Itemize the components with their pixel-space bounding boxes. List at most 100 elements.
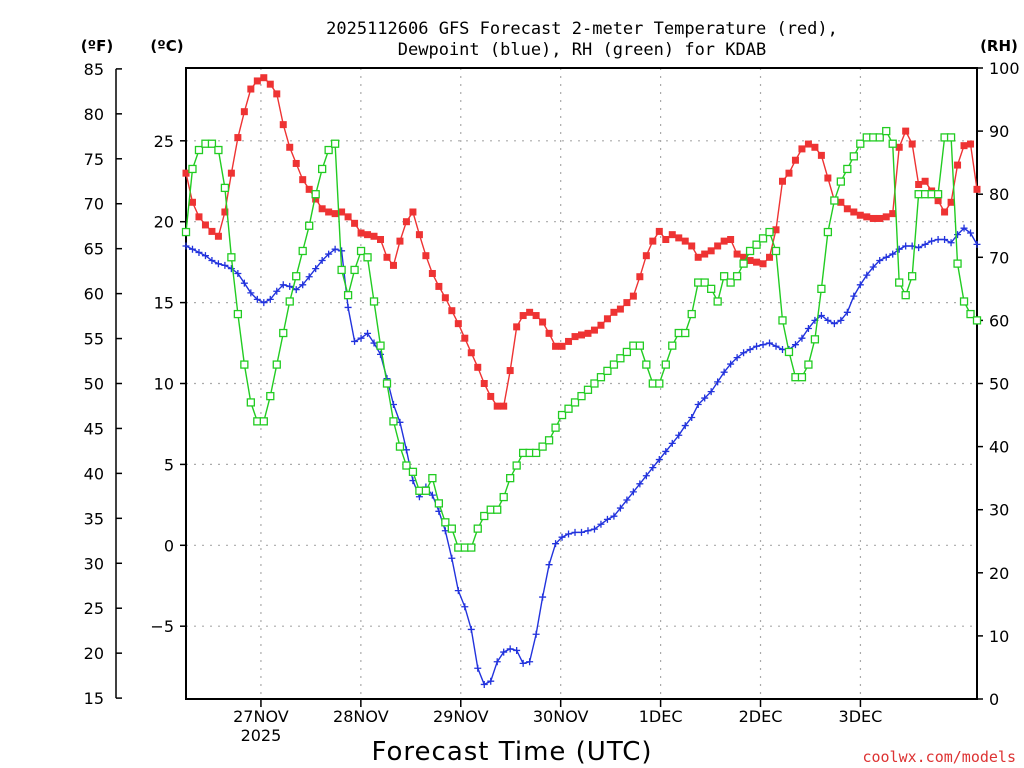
rh-point — [246, 398, 255, 407]
temperature-point — [869, 214, 877, 222]
temperature-point — [571, 333, 579, 341]
rh-point — [810, 335, 820, 344]
rh-point — [266, 391, 275, 401]
dewpoint-point — [766, 339, 774, 347]
dewpoint-point — [182, 242, 190, 250]
rh-point — [933, 190, 943, 199]
rh-point — [447, 524, 456, 533]
temperature-point — [947, 198, 955, 206]
dewpoint-point — [500, 648, 508, 656]
temperature-point — [590, 326, 598, 334]
dewpoint-point — [623, 496, 631, 504]
temperature-point — [642, 252, 650, 260]
temperature-point — [318, 205, 326, 213]
temperature-point — [798, 145, 806, 153]
fahrenheit-tick-label: 55 — [84, 330, 104, 349]
temperature-point — [791, 156, 799, 164]
rh-point — [551, 423, 560, 432]
temperature-point — [221, 208, 229, 216]
dewpoint-point — [675, 431, 683, 439]
series-line — [185, 129, 978, 549]
rh-point — [739, 259, 748, 268]
rh-point — [726, 278, 735, 287]
dewpoint-point — [856, 281, 864, 289]
temperature-point — [331, 210, 339, 218]
dewpoint-point — [279, 281, 287, 289]
rh-point — [324, 145, 333, 155]
temperature-point — [811, 143, 819, 151]
rh-point — [616, 354, 625, 363]
rh-point — [765, 227, 774, 237]
temperature-point — [837, 198, 845, 206]
dewpoint-point — [402, 446, 410, 454]
dewpoint-point — [338, 247, 346, 255]
dewpoint-point — [539, 593, 547, 601]
rh-point — [583, 385, 593, 394]
temperature-point — [201, 221, 209, 229]
temperature-point — [915, 180, 923, 188]
dewpoint-point — [526, 658, 534, 666]
temperature-point — [707, 247, 715, 255]
fahrenheit-tick-label: 35 — [84, 509, 104, 528]
temperature-point — [273, 90, 281, 98]
credit-label: coolwx.com/models — [862, 748, 1016, 766]
rh-point — [480, 511, 489, 521]
temperature-point — [740, 253, 748, 261]
temperature-point — [629, 292, 637, 300]
series-rh — [181, 126, 982, 552]
temperature-point — [383, 253, 391, 261]
temperature-point — [941, 208, 949, 216]
rh-point — [577, 391, 586, 401]
fahrenheit-tick-label: 40 — [84, 464, 104, 483]
temperature-point — [292, 159, 300, 167]
fahrenheit-tick-label: 45 — [84, 419, 104, 438]
rh-point — [272, 360, 281, 369]
dewpoint-point — [305, 273, 313, 281]
dewpoint-point — [830, 320, 838, 328]
temperature-point — [441, 294, 449, 302]
dewpoint-point — [772, 342, 780, 350]
dewpoint-point — [578, 528, 585, 536]
rh-point — [220, 183, 230, 193]
rh-point — [713, 297, 722, 306]
rh-point — [564, 404, 573, 413]
temperature-point — [247, 85, 255, 93]
x-tick-label: 30NOV — [533, 707, 589, 726]
dewpoint-point — [824, 316, 832, 324]
temperature-point — [500, 402, 508, 410]
temperature-point — [396, 237, 404, 245]
x-tick-label: 3DEC — [839, 707, 883, 726]
temperature-point — [921, 177, 929, 185]
temperature-point — [364, 231, 372, 239]
temperature-point — [876, 214, 884, 222]
temperature-point — [694, 253, 702, 261]
temperature-point — [422, 252, 430, 260]
dewpoint-point — [791, 341, 799, 349]
rh-point — [655, 379, 664, 388]
dewpoint-point — [798, 334, 806, 342]
dewpoint-point — [480, 680, 488, 688]
temperature-point — [539, 318, 547, 326]
rh-point — [512, 461, 521, 470]
dewpoint-point — [649, 464, 657, 472]
temperature-point — [902, 127, 910, 135]
dewpoint-point — [247, 289, 255, 297]
temperature-point — [817, 151, 825, 159]
rh-point — [227, 253, 236, 262]
rh-point — [350, 265, 359, 275]
rh-point — [382, 379, 392, 388]
temperature-point — [616, 305, 624, 313]
rh-point — [875, 133, 884, 142]
temperature-point — [240, 108, 248, 116]
temperature-point — [701, 250, 709, 258]
rh-point — [966, 309, 975, 319]
rh-point — [622, 347, 632, 357]
temperature-point — [889, 210, 897, 218]
rh-point — [473, 524, 482, 533]
temperature-point — [351, 219, 359, 227]
dewpoint-point — [513, 646, 521, 654]
rh-point — [758, 234, 768, 243]
temperature-point — [552, 342, 560, 350]
celsius-tick-label: 25 — [154, 132, 174, 151]
rh-tick-label: 0 — [989, 690, 999, 709]
